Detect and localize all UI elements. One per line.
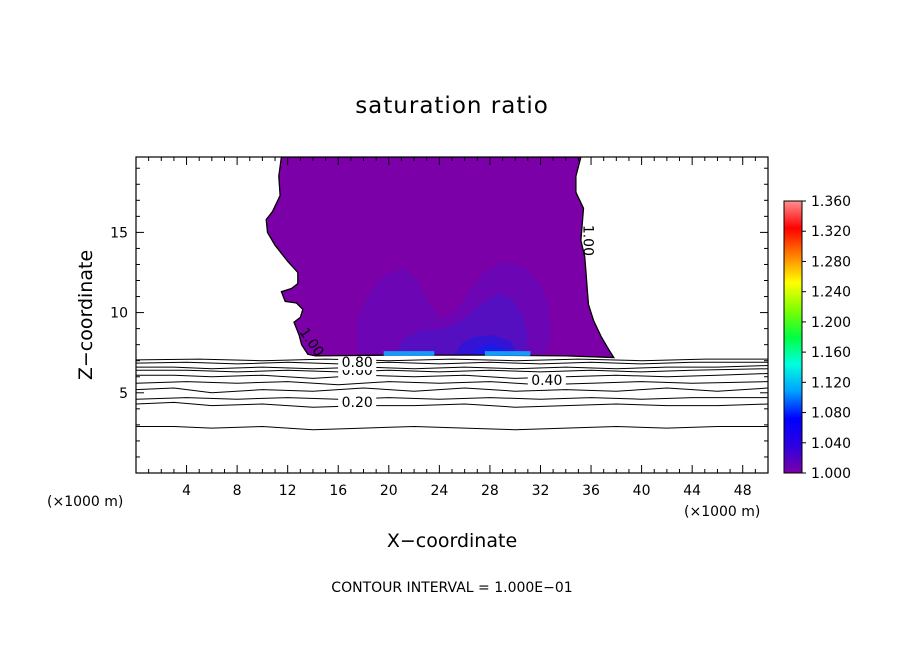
x-tick-label-48: 48 — [734, 483, 752, 499]
colorbar-tick-label-9: 1.000 — [811, 466, 851, 482]
x-tick-label-8: 8 — [233, 483, 242, 499]
y-axis-label: Z−coordinate — [75, 250, 97, 380]
contour-line-0 — [136, 401, 768, 408]
contour-line-3 — [136, 365, 768, 370]
colorbar-tick-label-6: 1.120 — [811, 375, 851, 391]
contour-line-4 — [136, 425, 768, 431]
x-tick-label-20: 20 — [380, 483, 398, 499]
colorbar-ticks: 1.360 1.320 1.280 1.240 1.200 1.160 1.120 1.080… — [802, 194, 851, 482]
contour-line-7 — [136, 368, 768, 373]
x-tick-label-40: 40 — [633, 483, 651, 499]
contour-line-1 — [136, 387, 768, 394]
y-tick-label-5: 5 — [119, 386, 128, 402]
y-tick-label-15: 15 — [110, 225, 128, 241]
colorbar-tick-label-7: 1.080 — [811, 406, 851, 422]
colorbar-gradient — [783, 200, 803, 474]
colorbar-tick-label-5: 1.160 — [811, 345, 851, 361]
contour-line-5 — [136, 397, 768, 400]
y-axis-unit: (×1000 m) — [47, 494, 123, 510]
supersaturation-fill — [265, 157, 616, 359]
contour-label-bg-1 — [527, 374, 566, 388]
x-tick-label-16: 16 — [329, 483, 347, 499]
contour-lines — [136, 358, 768, 431]
contour-label-0: 0.20 — [342, 395, 373, 411]
contour-line-2 — [136, 373, 768, 379]
colorbar-tick-label-3: 1.240 — [811, 285, 851, 301]
region-1.1-4 — [383, 351, 435, 356]
region-1.1-5 — [484, 351, 531, 356]
contour-label-bg-0 — [338, 397, 377, 411]
x-tick-label-12: 12 — [279, 483, 297, 499]
x-tick-label-24: 24 — [430, 483, 448, 499]
boundary-label-0: 1.00 — [579, 225, 595, 256]
x-axis-label: X−coordinate — [387, 530, 517, 552]
x-axis-ticks: 4 8 12 16 20 24 28 32 36 40 44 48 — [148, 157, 756, 499]
x-tick-label-44: 44 — [683, 483, 701, 499]
x-tick-label-4: 4 — [182, 483, 191, 499]
contour-line-6 — [136, 381, 768, 386]
contour-line-8 — [136, 361, 768, 365]
contour-line-9 — [136, 358, 768, 362]
x-tick-label-36: 36 — [582, 483, 600, 499]
y-axis-ticks: 5 10 15 — [110, 167, 768, 458]
colorbar-tick-label-4: 1.200 — [811, 315, 851, 331]
colorbar-tick-label-8: 1.040 — [811, 436, 851, 452]
colorbar-tick-label-2: 1.280 — [811, 254, 851, 270]
x-tick-label-28: 28 — [481, 483, 499, 499]
colorbar-tick-label-1: 1.320 — [811, 224, 851, 240]
colorbar: 1.360 1.320 1.280 1.240 1.200 1.160 1.120 1.080… — [783, 194, 851, 482]
contour-label-1: 0.40 — [531, 373, 562, 389]
x-tick-label-32: 32 — [532, 483, 550, 499]
contour-labels: 0.200.400.600.801.001.00 — [296, 225, 596, 411]
y-tick-label-10: 10 — [110, 306, 128, 322]
chart-title: saturation ratio — [355, 93, 549, 119]
x-axis-unit: (×1000 m) — [684, 504, 760, 520]
plot-area: 0.200.400.600.801.001.00 4 8 12 16 20 24 28 32 3… — [110, 156, 769, 499]
contour-label-bg-3 — [338, 357, 377, 371]
colorbar-tick-label-0: 1.360 — [811, 194, 851, 210]
contour-label-3: 0.80 — [342, 355, 373, 371]
contour-interval-note: CONTOUR INTERVAL = 1.000E−01 — [331, 580, 572, 596]
